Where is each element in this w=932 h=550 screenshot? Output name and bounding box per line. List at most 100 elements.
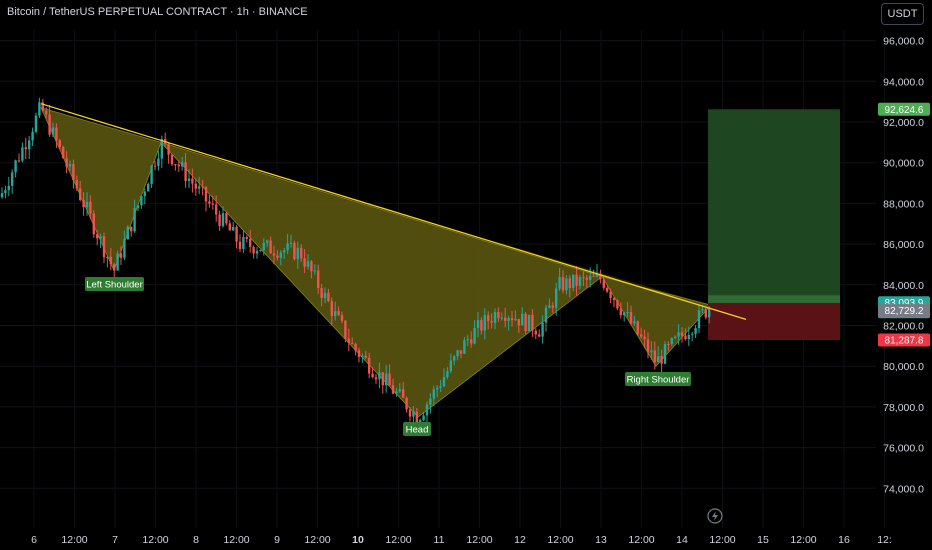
currency-button[interactable]: USDT <box>881 3 924 25</box>
candle-up <box>500 317 503 319</box>
candle-down <box>680 332 684 336</box>
candle-up <box>626 312 629 314</box>
time-axis-label: 13 <box>595 534 607 546</box>
candle-up <box>412 411 415 417</box>
candle-down <box>17 160 21 162</box>
candle-down <box>582 277 585 279</box>
candle-up <box>456 350 459 357</box>
candle-up <box>419 420 422 424</box>
candle-up <box>442 377 446 387</box>
flash-icon[interactable] <box>707 508 723 524</box>
candle-down <box>351 342 354 344</box>
time-axis-label: 12:00 <box>628 534 654 546</box>
long-position-tool[interactable] <box>708 109 840 340</box>
candle-down <box>72 164 75 181</box>
candle-up <box>7 185 10 191</box>
candle-down <box>497 311 500 319</box>
candle-down <box>568 278 571 288</box>
candle-down <box>636 321 639 335</box>
candle-down <box>89 201 92 214</box>
candle-down <box>245 237 248 239</box>
candle-down <box>534 330 537 335</box>
candle-up <box>483 315 486 331</box>
candle-down <box>364 355 367 358</box>
candle-down <box>602 279 605 288</box>
time-axis-label: 12:00 <box>142 534 168 546</box>
time-axis-label: 14 <box>676 534 688 546</box>
price-axis-label: 82,000.0 <box>883 321 924 333</box>
price-axis-label: 84,000.0 <box>883 280 924 292</box>
price-axis-label: 78,000.0 <box>883 402 924 414</box>
time-axis-label: 9 <box>274 534 280 546</box>
candle-up <box>28 140 31 150</box>
candle-down <box>391 385 395 394</box>
candle-down <box>402 389 405 398</box>
candle-up <box>674 336 677 339</box>
candle-up <box>694 328 697 334</box>
candle-down <box>510 318 514 321</box>
candles <box>0 97 711 427</box>
candle-up <box>123 239 126 258</box>
candle-down <box>381 372 384 386</box>
candle-down <box>357 350 361 357</box>
candle-up <box>493 311 497 323</box>
candle-down <box>368 357 371 374</box>
candle-up <box>150 165 153 184</box>
candle-up <box>514 318 517 321</box>
candle-up <box>133 208 136 232</box>
candle-up <box>398 389 401 392</box>
neckline[interactable] <box>40 103 747 321</box>
candle-up <box>85 201 89 207</box>
candle-down <box>459 350 463 354</box>
time-axis-label: 7 <box>112 534 118 546</box>
candle-down <box>374 377 378 380</box>
candle-up <box>232 226 235 231</box>
candle-down <box>531 314 534 331</box>
candle-down <box>170 154 174 165</box>
candle-up <box>259 249 262 251</box>
price-axis-label: 92,000.0 <box>883 117 924 129</box>
candle-up <box>0 193 4 198</box>
candle-up <box>38 102 41 116</box>
price-axis[interactable]: 74,000.0 76,000.0 78,000.0 80,000.0 82,000.0… <box>883 36 924 496</box>
candle-up <box>544 307 548 323</box>
pattern-labels: Left Shoulder Head Right Shoulder <box>85 277 691 436</box>
time-axis-label: 12 <box>514 534 526 546</box>
candle-down <box>585 277 588 280</box>
candle-down <box>327 292 330 302</box>
candle-down <box>177 164 180 167</box>
candle-up <box>633 321 636 324</box>
price-axis-label: 96,000.0 <box>883 36 924 48</box>
neckline-line <box>40 103 747 321</box>
candle-down <box>45 110 48 115</box>
stop-zone <box>708 303 840 340</box>
candle-down <box>619 308 622 316</box>
candle-down <box>487 315 490 322</box>
candle-up <box>289 242 293 244</box>
candle-up <box>31 131 34 141</box>
candle-down <box>592 275 595 277</box>
time-axis-label: 10 <box>352 534 364 546</box>
candle-down <box>24 147 27 150</box>
candle-down <box>249 238 252 248</box>
candle-up <box>687 334 690 340</box>
price-axis-label: 86,000.0 <box>883 239 924 251</box>
candle-down <box>65 158 68 167</box>
candle-down <box>599 274 602 280</box>
candle-up <box>657 356 660 363</box>
candle-up <box>473 327 476 344</box>
candle-up <box>313 270 316 272</box>
time-axis-label: 12:00 <box>790 534 816 546</box>
price-tag-label: 82,729.2 <box>885 306 924 317</box>
price-tags: 92,624.683,093.953:3182,729.281,287.8 <box>878 102 930 347</box>
candle-up <box>68 164 72 167</box>
candle-down <box>235 226 238 242</box>
candle-up <box>143 191 146 197</box>
price-tag-label: 81,287.8 <box>885 335 924 346</box>
candle-up <box>507 318 510 321</box>
time-axis-label: 11 <box>434 534 445 546</box>
candle-up <box>555 288 558 308</box>
candle-up <box>449 360 452 372</box>
time-axis[interactable]: 6 12:00 7 12:00 8 12:00 9 12:00 10 12:00 11 12:00 12… <box>31 534 892 546</box>
